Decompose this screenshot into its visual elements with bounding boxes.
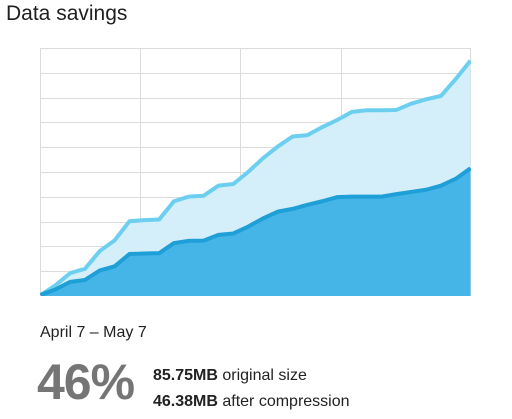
compressed-size-stat: 46.38MB after compression	[153, 392, 350, 412]
original-size-value: 85.75MB	[153, 367, 218, 384]
original-size-line	[40, 59, 471, 296]
date-range-label: April 7 – May 7	[40, 324, 147, 341]
original-size-stat: 85.75MB original size	[153, 366, 307, 386]
original-size-label: original size	[217, 367, 307, 384]
page-title: Data savings	[6, 2, 128, 25]
chart-svg	[40, 48, 471, 296]
compressed-size-value: 46.38MB	[153, 393, 218, 410]
savings-percent: 46%	[37, 354, 135, 410]
data-usage-chart	[40, 48, 471, 296]
compressed-size-line	[40, 166, 471, 296]
compressed-size-area	[40, 168, 471, 296]
compressed-size-label: after compression	[217, 393, 350, 410]
